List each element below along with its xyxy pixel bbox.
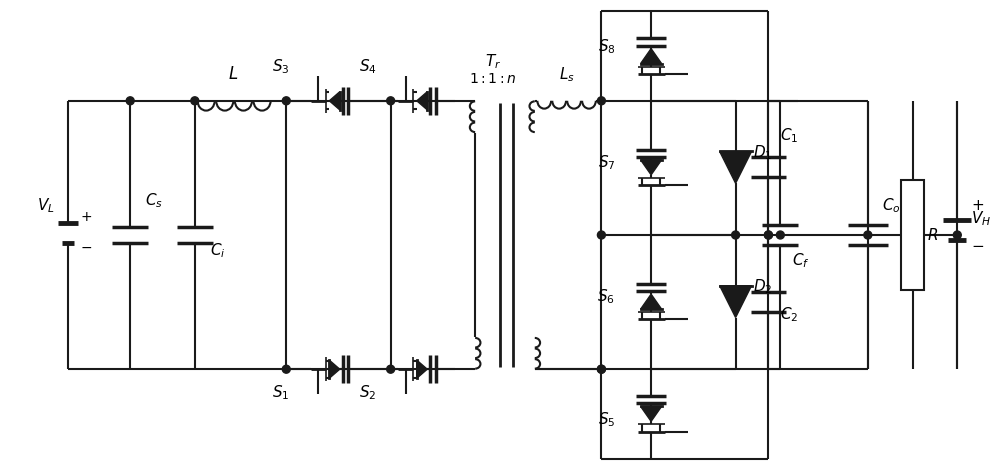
Polygon shape — [329, 92, 340, 110]
Circle shape — [387, 365, 395, 373]
Polygon shape — [329, 360, 340, 378]
Circle shape — [597, 365, 605, 373]
Polygon shape — [641, 48, 662, 63]
Text: $S_7$: $S_7$ — [598, 153, 615, 172]
Circle shape — [597, 365, 605, 373]
Text: $T_r$: $T_r$ — [485, 52, 501, 70]
Text: $S_3$: $S_3$ — [272, 57, 289, 76]
Text: $S_1$: $S_1$ — [272, 383, 289, 402]
Circle shape — [282, 365, 290, 373]
Bar — [901, 180, 924, 290]
Circle shape — [764, 231, 772, 239]
Text: $-$: $-$ — [80, 240, 93, 254]
Circle shape — [191, 97, 199, 105]
Text: $+$: $+$ — [80, 210, 93, 224]
Text: $V_L$: $V_L$ — [37, 196, 55, 215]
Text: $S_6$: $S_6$ — [597, 288, 615, 306]
Circle shape — [864, 231, 872, 239]
Text: $S_5$: $S_5$ — [598, 410, 615, 429]
Circle shape — [732, 231, 740, 239]
Circle shape — [953, 231, 961, 239]
Text: $-$: $-$ — [971, 237, 984, 252]
Circle shape — [597, 231, 605, 239]
Text: $+$: $+$ — [971, 198, 984, 213]
Text: $L_s$: $L_s$ — [559, 65, 575, 84]
Polygon shape — [641, 407, 662, 422]
Polygon shape — [720, 151, 752, 183]
Circle shape — [282, 97, 290, 105]
Text: $C_2$: $C_2$ — [780, 306, 799, 324]
Text: $1:1:n$: $1:1:n$ — [469, 72, 517, 86]
Text: $C_f$: $C_f$ — [792, 251, 810, 269]
Polygon shape — [417, 360, 427, 378]
Text: $D_2$: $D_2$ — [753, 278, 773, 297]
Polygon shape — [720, 286, 752, 318]
Circle shape — [776, 231, 784, 239]
Circle shape — [597, 97, 605, 105]
Circle shape — [764, 231, 772, 239]
Text: $C_o$: $C_o$ — [882, 196, 900, 215]
Text: $V_H$: $V_H$ — [971, 209, 991, 228]
Text: $D_1$: $D_1$ — [753, 143, 773, 162]
Polygon shape — [641, 294, 662, 309]
Text: $S_4$: $S_4$ — [359, 57, 377, 76]
Circle shape — [126, 97, 134, 105]
Text: $S_8$: $S_8$ — [598, 37, 615, 56]
Text: $C_s$: $C_s$ — [145, 191, 163, 210]
Circle shape — [387, 97, 395, 105]
Text: $C_1$: $C_1$ — [780, 126, 799, 145]
Polygon shape — [641, 160, 662, 175]
Text: $L$: $L$ — [228, 65, 239, 83]
Text: $C_i$: $C_i$ — [210, 241, 225, 259]
Polygon shape — [417, 92, 427, 110]
Text: $S_2$: $S_2$ — [359, 383, 376, 402]
Text: $R$: $R$ — [927, 227, 939, 243]
